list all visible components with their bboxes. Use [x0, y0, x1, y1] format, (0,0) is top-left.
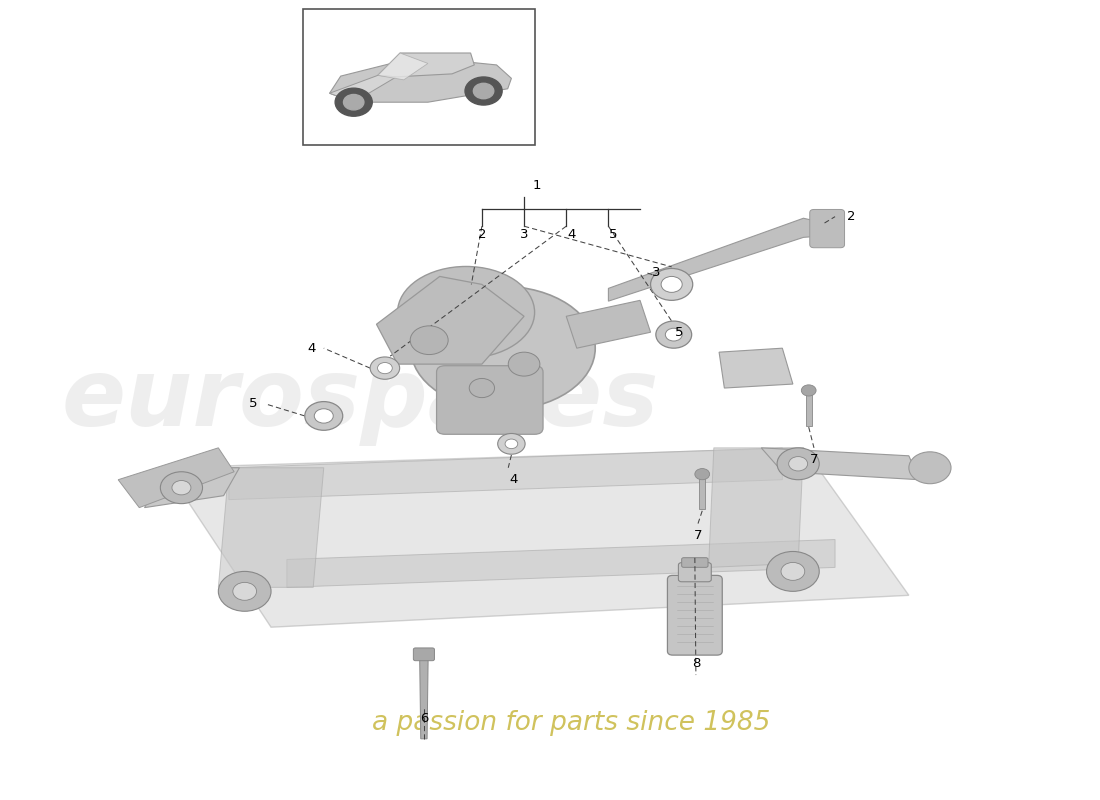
Polygon shape [608, 218, 825, 301]
Text: eurospares: eurospares [62, 354, 659, 446]
Text: 8: 8 [692, 657, 700, 670]
Polygon shape [218, 468, 323, 587]
Circle shape [172, 481, 191, 495]
Circle shape [343, 94, 364, 110]
Text: 2: 2 [477, 229, 486, 242]
Polygon shape [708, 448, 803, 567]
Polygon shape [330, 75, 396, 102]
Text: 5: 5 [249, 398, 257, 410]
Text: 7: 7 [694, 529, 702, 542]
Circle shape [666, 328, 682, 341]
Polygon shape [719, 348, 793, 388]
Text: 4: 4 [509, 474, 518, 486]
Circle shape [781, 562, 805, 580]
Text: a passion for parts since 1985: a passion for parts since 1985 [372, 710, 771, 736]
Circle shape [410, 326, 448, 354]
Ellipse shape [812, 218, 838, 242]
Circle shape [505, 439, 518, 449]
Circle shape [218, 571, 271, 611]
Text: 5: 5 [674, 326, 683, 338]
Circle shape [336, 88, 372, 116]
Text: 1: 1 [532, 179, 541, 192]
Bar [302, 10, 535, 145]
Circle shape [315, 409, 333, 423]
Circle shape [370, 357, 399, 379]
Polygon shape [330, 59, 512, 102]
Polygon shape [229, 448, 782, 500]
Circle shape [377, 362, 393, 374]
Polygon shape [166, 448, 909, 627]
Ellipse shape [410, 286, 595, 410]
Circle shape [161, 472, 202, 504]
Polygon shape [566, 300, 650, 348]
Polygon shape [377, 53, 428, 80]
Circle shape [801, 385, 816, 396]
Polygon shape [377, 53, 474, 77]
Polygon shape [118, 448, 234, 508]
Circle shape [465, 77, 502, 105]
Polygon shape [420, 659, 428, 739]
Circle shape [470, 378, 495, 398]
Polygon shape [376, 277, 524, 364]
Text: 7: 7 [810, 454, 818, 466]
Text: 3: 3 [651, 266, 660, 279]
Circle shape [767, 551, 820, 591]
FancyBboxPatch shape [679, 562, 712, 582]
Text: 3: 3 [520, 229, 528, 242]
Polygon shape [144, 468, 240, 508]
FancyBboxPatch shape [437, 366, 543, 434]
Circle shape [497, 434, 525, 454]
FancyBboxPatch shape [668, 575, 723, 655]
Text: 4: 4 [307, 342, 316, 354]
Circle shape [508, 352, 540, 376]
Circle shape [305, 402, 343, 430]
Circle shape [789, 457, 807, 471]
Circle shape [650, 269, 693, 300]
Circle shape [909, 452, 952, 484]
FancyBboxPatch shape [810, 210, 845, 248]
Circle shape [695, 469, 710, 480]
Polygon shape [287, 539, 835, 587]
Circle shape [661, 277, 682, 292]
FancyBboxPatch shape [414, 648, 435, 661]
Circle shape [777, 448, 820, 480]
Polygon shape [805, 390, 812, 426]
Ellipse shape [397, 266, 535, 358]
Circle shape [656, 321, 692, 348]
FancyBboxPatch shape [682, 558, 708, 567]
Circle shape [473, 83, 494, 98]
Text: 6: 6 [420, 712, 428, 726]
Circle shape [233, 582, 256, 600]
Polygon shape [761, 448, 920, 480]
Text: 4: 4 [568, 229, 575, 242]
Polygon shape [700, 474, 705, 510]
Text: 2: 2 [847, 210, 855, 223]
Text: 5: 5 [609, 229, 618, 242]
